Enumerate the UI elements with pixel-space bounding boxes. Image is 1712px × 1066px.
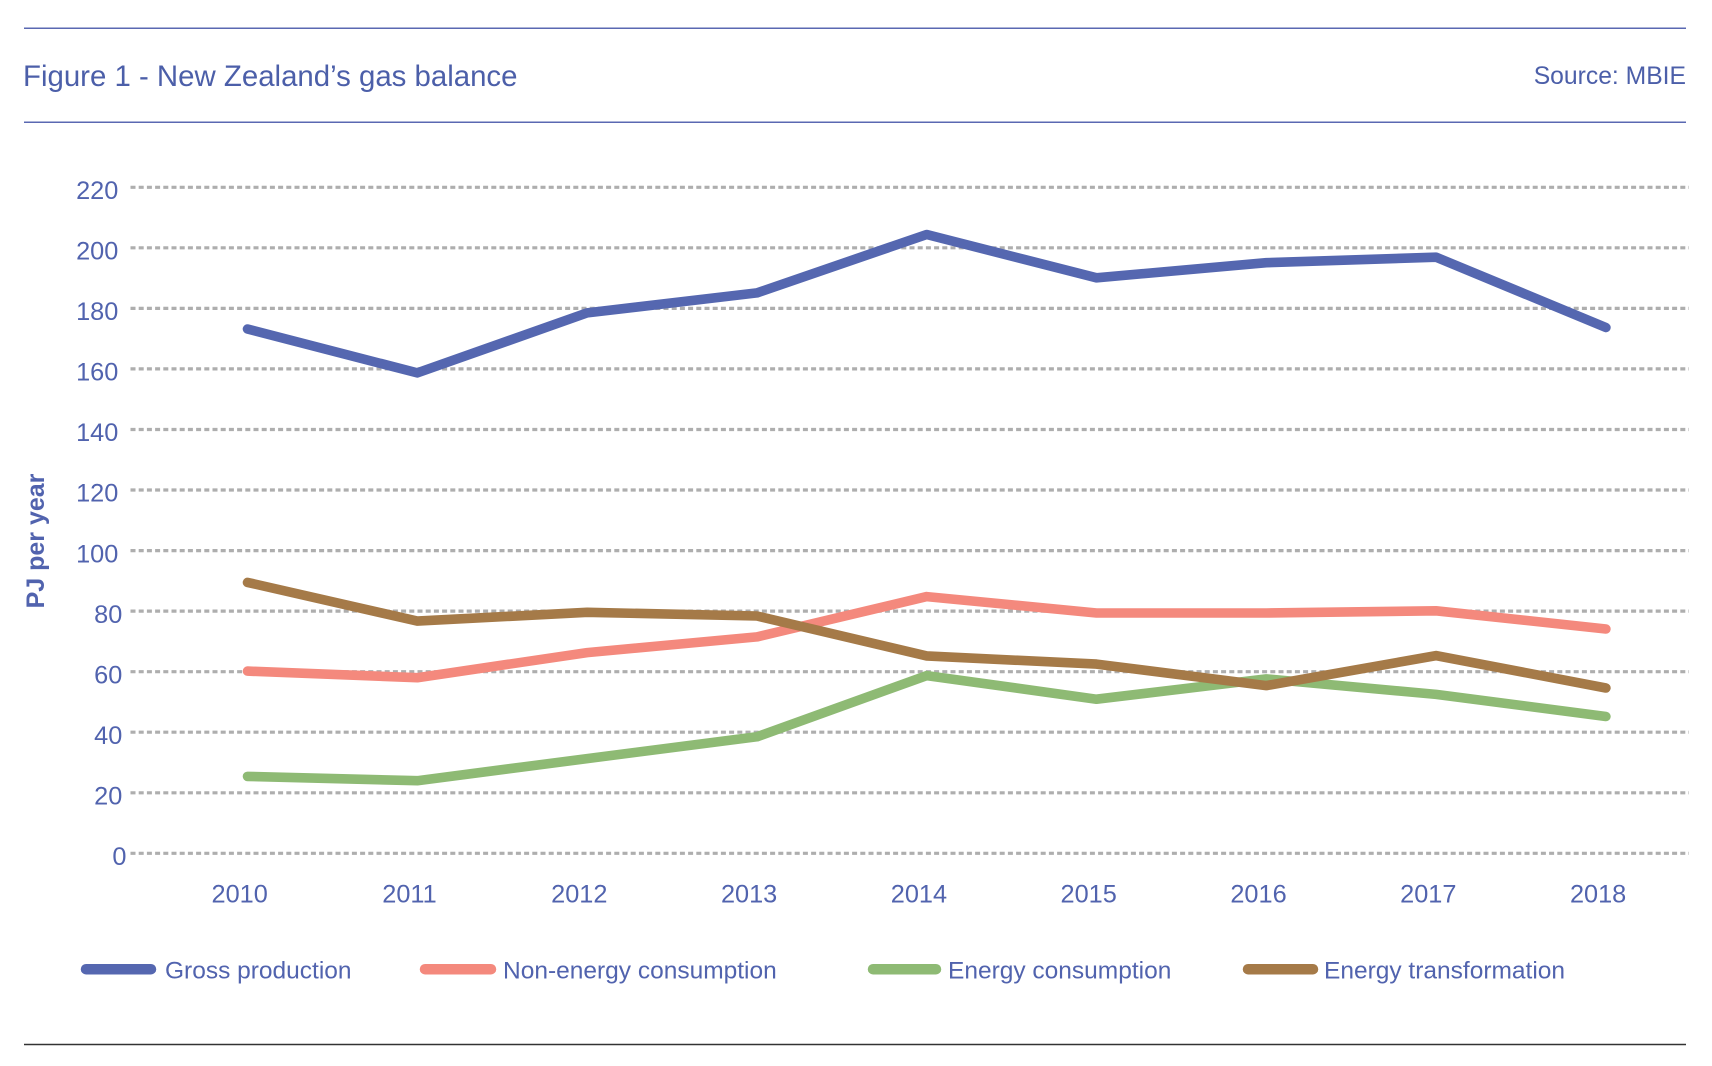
svg-text:Energy consumption: Energy consumption [948, 957, 1171, 984]
svg-text:Energy transformation: Energy transformation [1324, 957, 1565, 984]
svg-text:2010: 2010 [212, 881, 268, 909]
svg-text:160: 160 [76, 359, 118, 387]
svg-text:220: 220 [76, 177, 118, 205]
svg-text:2012: 2012 [551, 881, 607, 909]
svg-text:Gross production: Gross production [165, 957, 352, 984]
svg-text:20: 20 [94, 783, 122, 811]
svg-text:PJ per year: PJ per year [22, 473, 50, 608]
svg-text:Non-energy consumption: Non-energy consumption [503, 957, 777, 984]
svg-text:180: 180 [76, 298, 118, 326]
svg-text:2016: 2016 [1230, 881, 1286, 909]
svg-text:Figure 1 - New Zealand’s gas b: Figure 1 - New Zealand’s gas balance [23, 60, 517, 93]
svg-text:2018: 2018 [1570, 881, 1626, 909]
svg-text:60: 60 [94, 661, 122, 689]
svg-text:2011: 2011 [382, 881, 436, 909]
svg-text:2015: 2015 [1061, 881, 1117, 909]
svg-text:100: 100 [76, 540, 118, 568]
svg-text:Source: MBIE: Source: MBIE [1534, 63, 1686, 90]
svg-text:80: 80 [94, 601, 122, 629]
svg-text:2013: 2013 [721, 881, 777, 909]
svg-text:2017: 2017 [1400, 881, 1456, 909]
svg-text:40: 40 [94, 722, 122, 750]
svg-text:0: 0 [112, 843, 126, 871]
svg-text:2014: 2014 [891, 881, 947, 909]
svg-text:140: 140 [76, 419, 118, 447]
svg-text:200: 200 [76, 238, 118, 266]
svg-text:120: 120 [76, 480, 118, 508]
